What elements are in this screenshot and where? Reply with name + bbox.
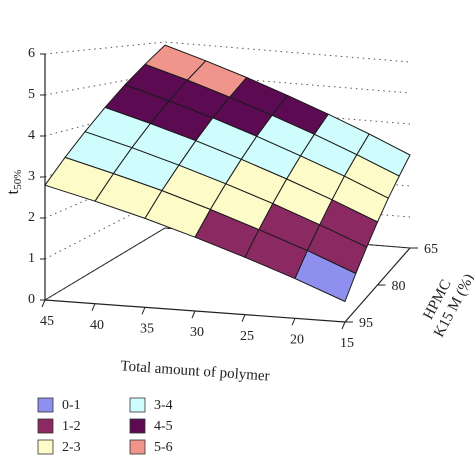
legend-swatch	[129, 418, 146, 434]
z-tick-label: 1	[28, 251, 35, 266]
y-tick-label: 80	[392, 279, 406, 294]
z-label-sub: 50%	[12, 170, 24, 190]
x-tick-label: 20	[290, 333, 304, 348]
z-tick-label: 2	[28, 210, 35, 225]
grid-line	[44, 41, 411, 63]
x-tick-label: 35	[140, 322, 154, 337]
legend-swatch	[37, 439, 54, 455]
legend-label: 1-2	[62, 419, 81, 434]
z-tick-label: 5	[28, 87, 35, 102]
x-tick	[291, 318, 296, 326]
z-tick-label: 6	[28, 46, 35, 61]
x-tick	[191, 310, 196, 319]
legend-label: 3-4	[154, 398, 173, 413]
z-tick-label: 0	[28, 292, 35, 307]
grid-line	[44, 196, 411, 260]
legend-swatch	[129, 439, 146, 455]
x-tick-label: 25	[240, 329, 254, 344]
z-tick-label: 3	[28, 169, 35, 184]
legend-swatch	[37, 418, 54, 434]
x-tick-label: 45	[40, 314, 54, 329]
y-tick-label: 95	[359, 316, 373, 331]
z-tick-label: 4	[28, 128, 35, 143]
legend-label: 4-5	[154, 419, 173, 434]
y-tick-label: 65	[424, 242, 438, 257]
legend-swatch	[37, 397, 54, 413]
legend-label: 5-6	[154, 440, 173, 455]
x-axis-label: Total amount of polymer	[120, 358, 270, 384]
x-tick	[241, 314, 246, 322]
x-tick-label: 30	[190, 325, 204, 340]
x-tick	[91, 303, 96, 311]
x-tick-label: 15	[340, 336, 354, 351]
z-label-main: t	[3, 189, 22, 194]
x-tick	[41, 299, 46, 308]
z-axis-label: t50%	[3, 170, 24, 195]
x-tick	[141, 307, 146, 315]
x-tick	[341, 321, 346, 330]
legend-swatch	[129, 397, 146, 413]
x-tick-label: 40	[90, 318, 104, 333]
legend-label: 2-3	[62, 440, 81, 455]
legend-label: 0-1	[62, 398, 81, 413]
surface-cell	[294, 250, 357, 302]
